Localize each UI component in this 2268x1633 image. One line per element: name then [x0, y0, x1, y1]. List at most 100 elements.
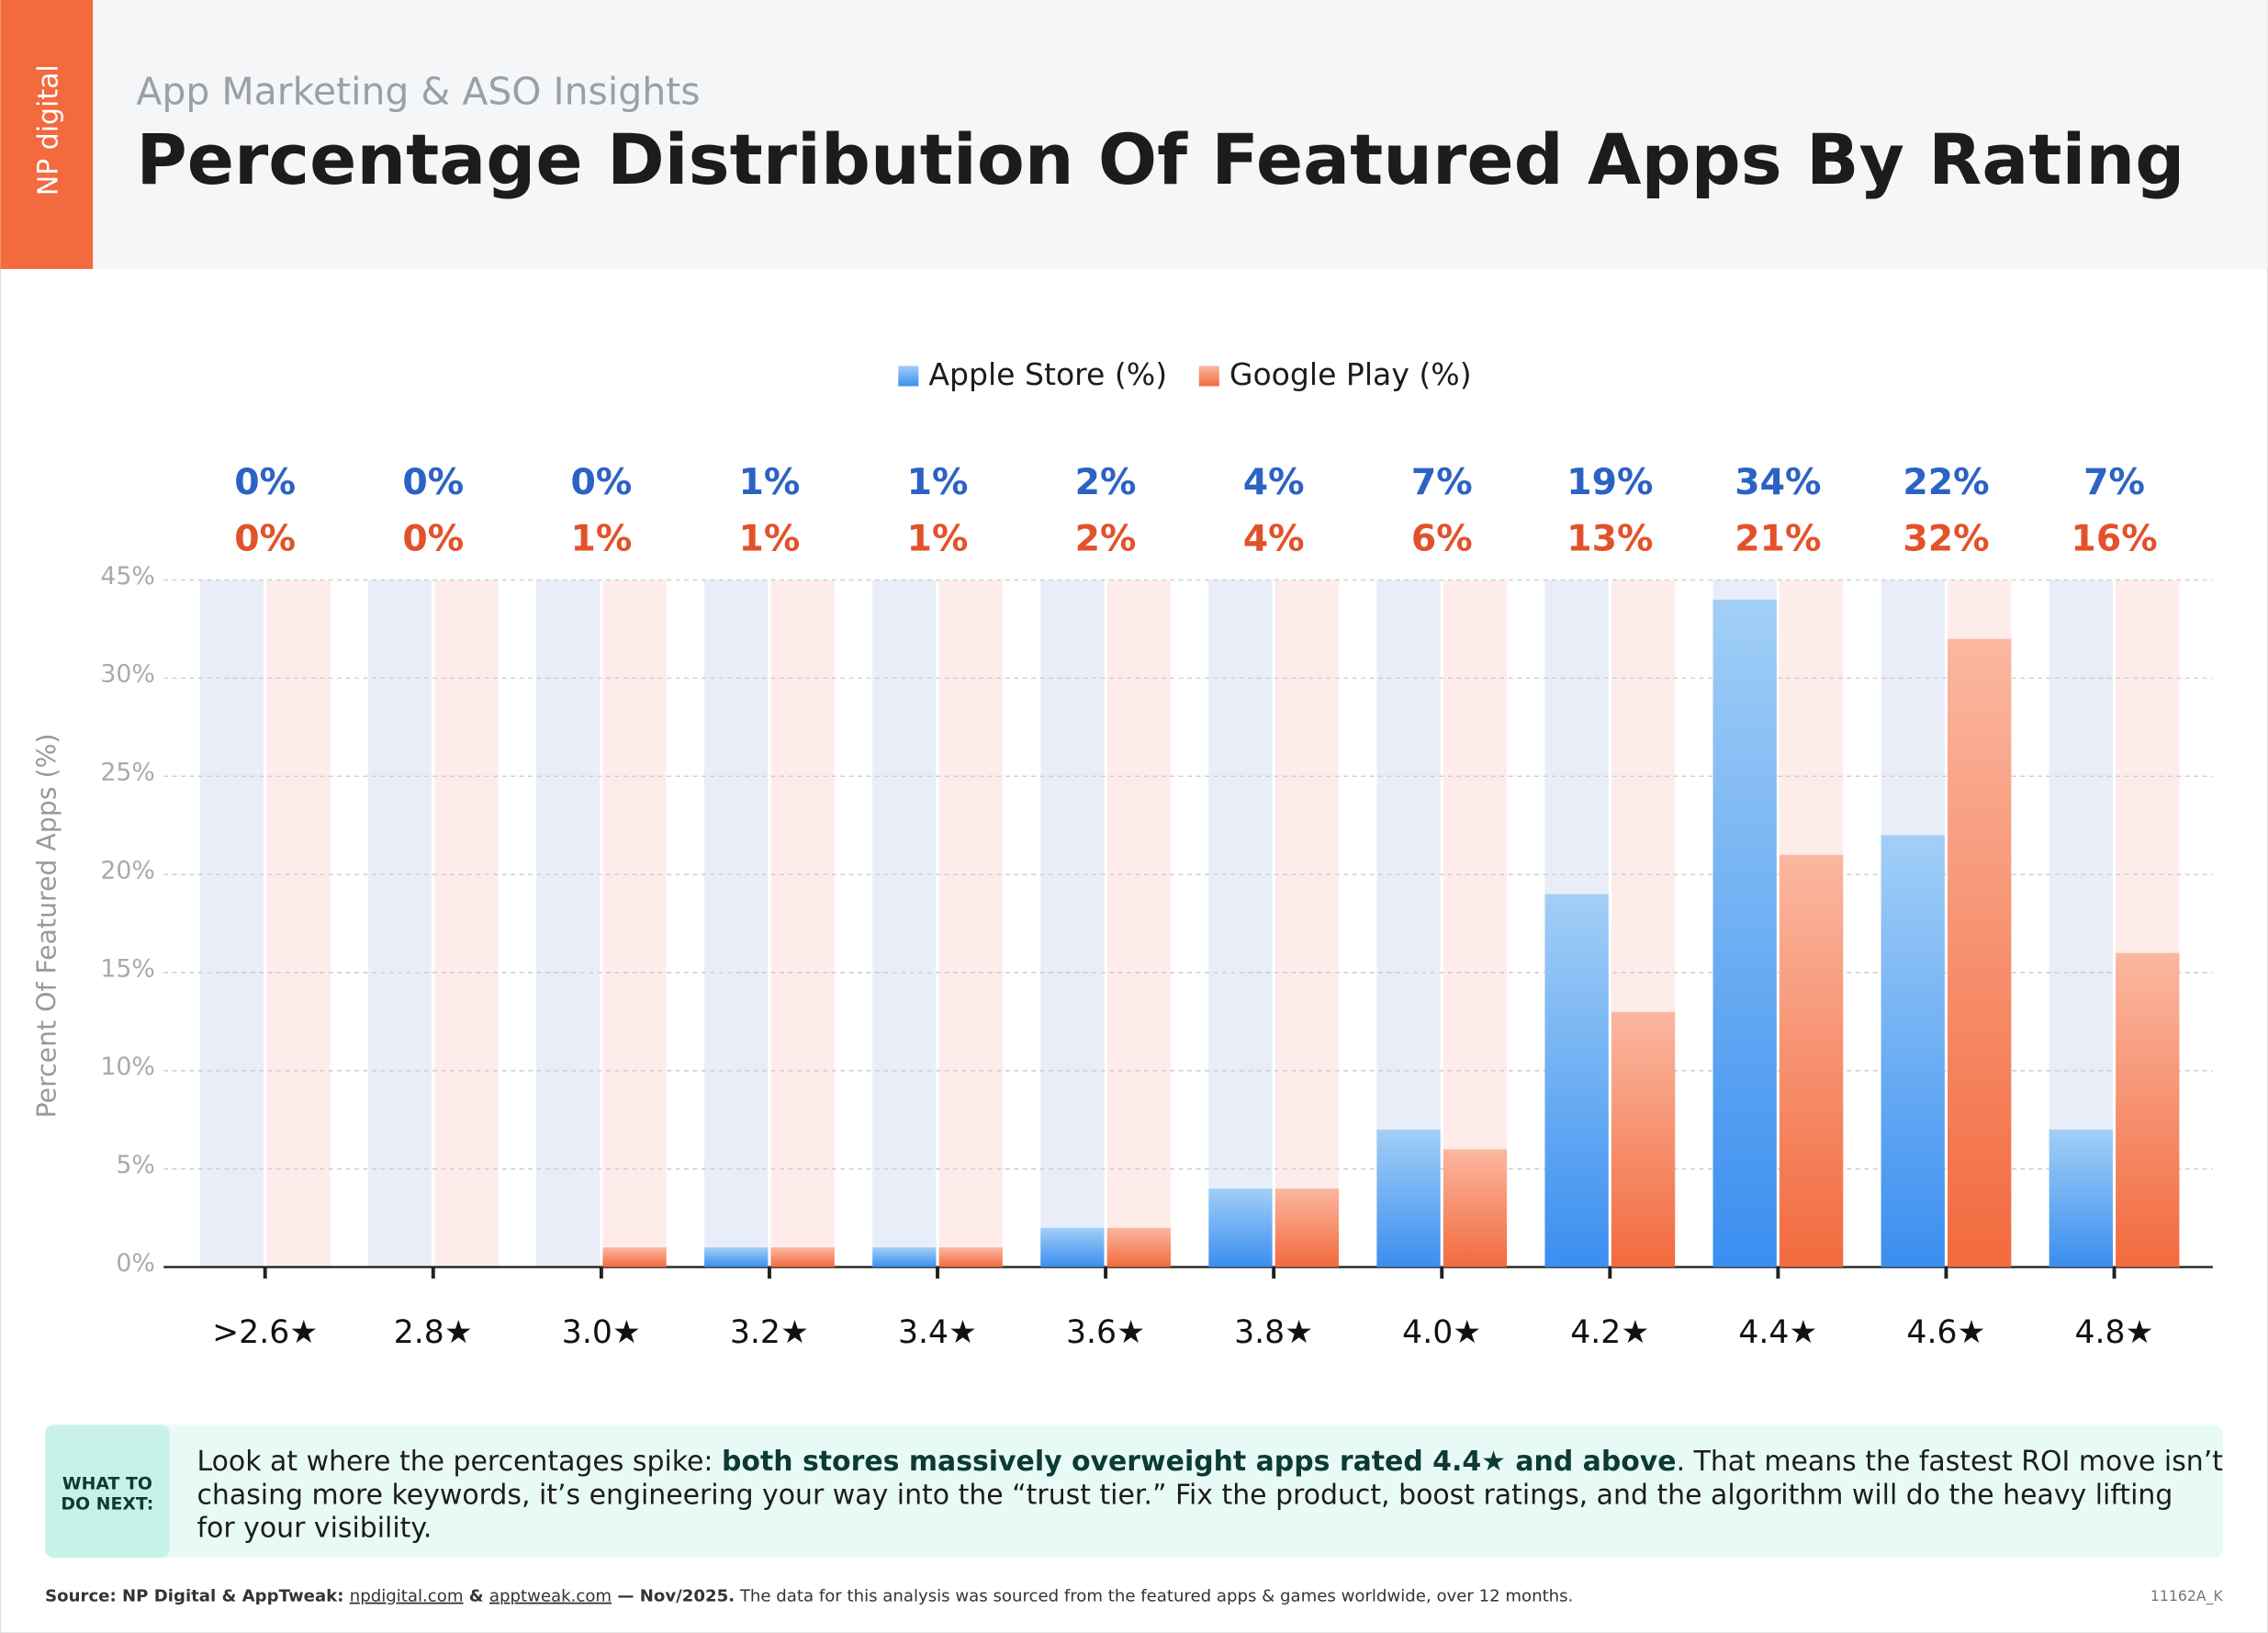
value-label: 13% [1566, 517, 1653, 559]
bar [1376, 1129, 1441, 1267]
callout-segment: Look at where the percentages spike: [197, 1446, 723, 1478]
x-tick-label: 3.8★ [1234, 1314, 1313, 1351]
value-label: 22% [1903, 461, 1989, 503]
bar [1544, 894, 1609, 1267]
callout-segment: for your visibility. [197, 1512, 432, 1544]
bar [1881, 835, 1945, 1267]
callout-line: chasing more keywords, it’s engineering … [197, 1479, 2173, 1511]
value-label: 19% [1566, 461, 1653, 503]
bar-background [535, 580, 601, 1267]
value-label: 2% [1075, 461, 1137, 503]
callout-label: DO NEXT: [61, 1493, 153, 1514]
bar [602, 1247, 667, 1267]
x-tick-label: 2.8★ [394, 1314, 473, 1351]
y-tick-label: 5% [116, 1151, 154, 1179]
legend-swatch [898, 366, 919, 387]
y-tick-label: 45% [100, 562, 155, 591]
value-label: 0% [570, 461, 632, 503]
y-tick-label: 30% [100, 660, 155, 689]
bar [1948, 638, 2012, 1267]
bar [1443, 1149, 1508, 1267]
source-segment: — Nov/2025. [612, 1587, 735, 1606]
bar [2049, 1129, 2113, 1267]
x-tick-label: 3.6★ [1066, 1314, 1145, 1351]
x-tick-label: 4.2★ [1570, 1314, 1649, 1351]
bar-background [1208, 580, 1273, 1267]
bar-background [704, 580, 769, 1267]
y-tick-label: 0% [116, 1249, 154, 1278]
value-label: 6% [1411, 517, 1473, 559]
chart-title: Percentage Distribution Of Featured Apps… [136, 119, 2184, 200]
value-label: 0% [402, 517, 464, 559]
bar [704, 1247, 769, 1267]
bar-background [266, 580, 331, 1267]
value-label: 21% [1735, 517, 1821, 559]
bar [2116, 952, 2180, 1267]
callout-segment: chasing more keywords, it’s engineering … [197, 1479, 2173, 1511]
x-tick-label: >2.6★ [212, 1314, 318, 1351]
bar-background [1040, 580, 1105, 1267]
bar-background [770, 580, 835, 1267]
value-label: 34% [1735, 461, 1821, 503]
y-tick-label: 25% [100, 759, 155, 787]
header [0, 0, 2268, 269]
y-tick-label: 20% [100, 856, 155, 884]
callout-box [45, 1425, 2223, 1559]
value-label: 1% [739, 461, 801, 503]
x-tick-label: 3.2★ [730, 1314, 809, 1351]
x-tick-label: 3.4★ [898, 1314, 977, 1351]
value-label: 0% [402, 461, 464, 503]
bar [1106, 1227, 1171, 1267]
value-label: 1% [907, 517, 969, 559]
brand: NP digital [32, 64, 64, 196]
callout-line: Look at where the percentages spike: bot… [197, 1446, 2224, 1478]
callout-segment: both stores massively overweight apps ra… [722, 1446, 1677, 1478]
source-segment: npdigital.com [350, 1587, 464, 1606]
code: 11162A_K [2150, 1587, 2224, 1605]
source-segment: Source: NP Digital & AppTweak: [45, 1587, 350, 1606]
value-label: 4% [1243, 461, 1305, 503]
x-tick-label: 4.0★ [1402, 1314, 1481, 1351]
bar [938, 1247, 1003, 1267]
bar [1611, 1011, 1676, 1267]
bar [872, 1247, 937, 1267]
callout-segment: . That means the fastest ROI move isn’t [1677, 1446, 2224, 1478]
value-label: 1% [570, 517, 632, 559]
bar-background [367, 580, 432, 1267]
bar [1712, 599, 1777, 1267]
value-label: 1% [739, 517, 801, 559]
callout-label: WHAT TO [62, 1473, 152, 1493]
legend-swatch [1198, 366, 1219, 387]
value-label: 7% [1411, 461, 1473, 503]
bar-background [1106, 580, 1171, 1267]
source-segment: The data for this analysis was sourced f… [735, 1587, 1573, 1606]
callout-line: for your visibility. [197, 1512, 432, 1544]
legend-label: Google Play (%) [1229, 356, 1472, 392]
x-tick-label: 4.6★ [1906, 1314, 1985, 1351]
bar-background [938, 580, 1003, 1267]
bar [1208, 1188, 1273, 1267]
x-tick-label: 4.4★ [1738, 1314, 1817, 1351]
source-segment: & [463, 1587, 488, 1606]
legend-label: Apple Store (%) [928, 356, 1167, 392]
value-label: 0% [234, 517, 296, 559]
bar-background [602, 580, 667, 1267]
value-label: 7% [2083, 461, 2145, 503]
x-tick-label: 4.8★ [2074, 1314, 2153, 1351]
subtitle: App Marketing & ASO Insights [136, 69, 700, 113]
bar-background [199, 580, 264, 1267]
value-label: 32% [1903, 517, 1989, 559]
bar-background [434, 580, 499, 1267]
callout-tag [45, 1425, 170, 1559]
value-label: 2% [1075, 517, 1137, 559]
value-label: 1% [907, 461, 969, 503]
bar-background [872, 580, 937, 1267]
bar [1274, 1188, 1340, 1267]
y-tick-label: 10% [100, 1053, 155, 1081]
value-label: 16% [2071, 517, 2157, 559]
source: Source: NP Digital & AppTweak: npdigital… [45, 1587, 1573, 1606]
value-label: 0% [234, 461, 296, 503]
bar [1779, 854, 1844, 1267]
